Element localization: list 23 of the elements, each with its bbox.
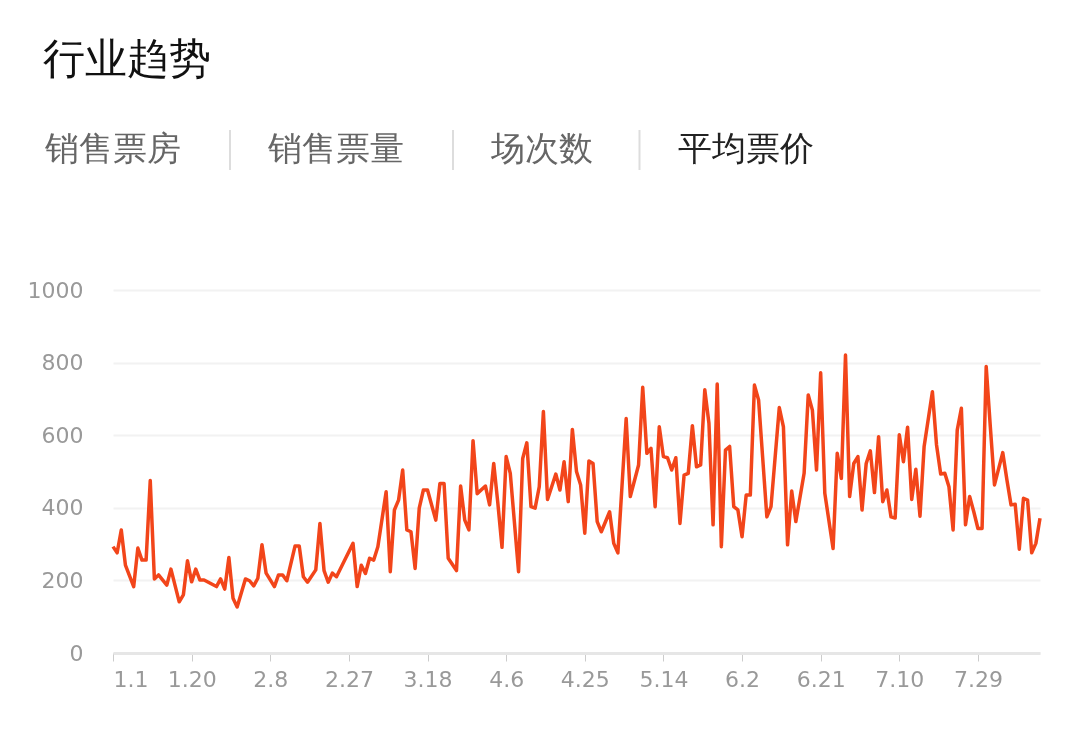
- x-tick-label: 2.8: [253, 666, 289, 692]
- text: 销售票量: [267, 128, 404, 168]
- x-tick-label: 3.18: [403, 666, 453, 692]
- y-tick-label: 800: [41, 350, 84, 376]
- x-tick-label: 1.20: [167, 666, 217, 692]
- y-tick-label: 200: [41, 567, 84, 593]
- x-tick-label: 5.14: [639, 666, 689, 692]
- x-tick-label: 4.6: [489, 666, 525, 692]
- text: 平均票价: [677, 128, 814, 168]
- y-tick-label: 600: [41, 422, 84, 448]
- text: 销售票房: [44, 128, 181, 168]
- x-tick-label: 2.27: [324, 666, 374, 692]
- x-tick-label: 6.21: [796, 666, 846, 692]
- x-tick-label: 7.29: [953, 666, 1003, 692]
- chart-title: 行业趋势: [43, 34, 211, 83]
- x-tick-label: 1.1: [113, 666, 149, 692]
- y-tick-label: 0: [69, 640, 84, 666]
- x-tick-label: 6.2: [725, 666, 761, 692]
- y-tick-label: 400: [41, 495, 84, 521]
- text: 场次数: [490, 128, 593, 168]
- x-tick-label: 7.10: [875, 666, 925, 692]
- y-tick-label: 1000: [27, 277, 84, 303]
- x-tick-label: 4.25: [560, 666, 610, 692]
